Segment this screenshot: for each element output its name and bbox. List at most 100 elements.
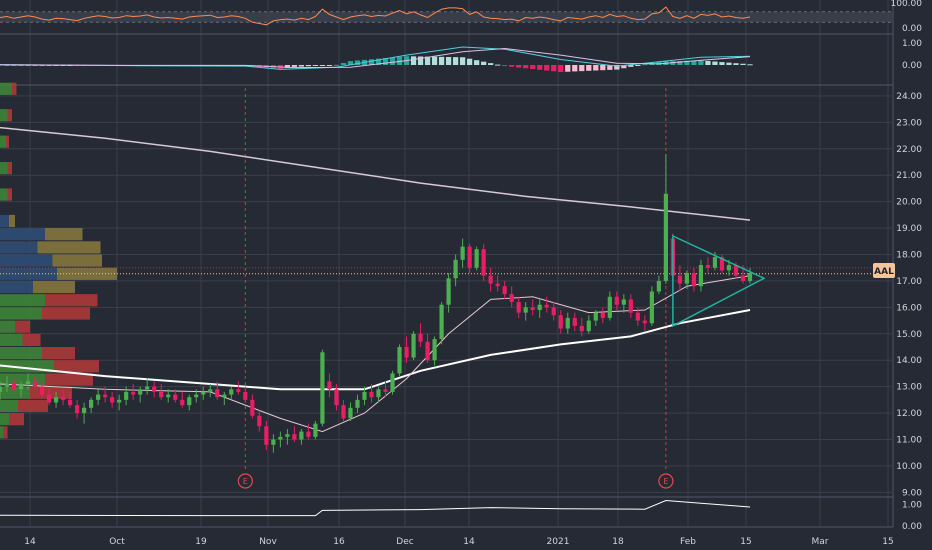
macd-histogram-bar xyxy=(642,64,648,66)
candle-body xyxy=(53,397,59,403)
candle-body xyxy=(4,384,10,387)
atr-panel[interactable] xyxy=(0,499,751,517)
macd-histogram-bar xyxy=(502,65,508,67)
macd-histogram-bar xyxy=(410,56,417,65)
candle-body xyxy=(516,302,521,313)
x-tick-label: 16 xyxy=(333,537,345,547)
macd-histogram-bar xyxy=(298,65,305,67)
rsi-tick-label: 0.00 xyxy=(902,24,922,34)
volume-profile-down xyxy=(7,162,12,175)
candle-body xyxy=(432,339,437,361)
candle-body xyxy=(243,391,248,400)
macd-histogram-bar xyxy=(705,60,711,65)
candle-body xyxy=(362,391,367,400)
macd-histogram-bar xyxy=(354,60,361,65)
candle-body xyxy=(313,423,318,437)
candle-body xyxy=(747,273,753,281)
candle-body xyxy=(656,280,661,292)
candle-body xyxy=(60,397,66,400)
x-tick-label: 15 xyxy=(882,537,893,547)
symbol-price-label-bg xyxy=(873,263,895,278)
macd-histogram-bar xyxy=(305,65,312,67)
volume-profile-down xyxy=(9,214,15,228)
volume-profile-down xyxy=(7,109,12,122)
candle-body xyxy=(187,397,192,406)
candle-body xyxy=(635,312,640,321)
axes: 24.00 23.00 22.00 21.00 20.00 19.00 18.00 17.00… xyxy=(24,0,922,547)
macd-histogram-bar xyxy=(579,65,585,72)
volume-profile-down xyxy=(15,320,30,333)
candle-body xyxy=(11,384,17,390)
candle-body xyxy=(446,278,451,305)
macd-histogram-bar xyxy=(333,64,340,66)
macd-histogram-bar xyxy=(691,60,697,65)
candle-body xyxy=(383,389,388,392)
macd-tick-label: 1.00 xyxy=(902,39,922,49)
candle-body xyxy=(229,389,234,395)
macd-histogram-bar xyxy=(621,65,627,69)
atr-tick-label: 1.00 xyxy=(902,500,922,510)
macd-histogram-bar xyxy=(474,60,480,65)
candle-body xyxy=(495,283,500,287)
macd-histogram-bar xyxy=(438,56,445,65)
candle-body xyxy=(166,394,171,398)
y-tick-label: 15.00 xyxy=(896,330,922,340)
symbol-price-label[interactable]: AAL xyxy=(874,267,894,277)
x-tick-label: 14 xyxy=(24,537,36,547)
rsi-panel[interactable] xyxy=(0,6,893,26)
volume-profile-down xyxy=(12,82,17,95)
macd-histogram-bar xyxy=(719,62,725,65)
candle-body xyxy=(537,304,542,310)
y-tick-label: 10.00 xyxy=(896,462,922,472)
volume-profile-up xyxy=(0,188,8,201)
macd-histogram-bar xyxy=(733,63,739,65)
macd-histogram-bar xyxy=(347,61,354,65)
candle-body xyxy=(705,265,711,268)
candle-body xyxy=(334,389,339,406)
y-tick-label: 24.00 xyxy=(896,92,922,102)
candle-body xyxy=(159,391,164,398)
candle-body xyxy=(39,386,45,395)
macd-histogram-bar xyxy=(656,61,662,65)
macd-histogram-bar xyxy=(593,65,599,71)
volume-profile-up xyxy=(0,294,45,307)
candle-body xyxy=(530,307,535,310)
macd-histogram-bar xyxy=(544,65,550,71)
macd-histogram-bar xyxy=(565,65,571,72)
candle-body xyxy=(89,399,94,408)
macd-panel[interactable] xyxy=(0,46,753,73)
candle-body xyxy=(376,389,381,398)
macd-histogram-bar xyxy=(312,65,319,66)
macd-histogram-bar xyxy=(431,56,438,65)
candle-body xyxy=(642,320,647,324)
macd-histogram-bar xyxy=(600,65,606,71)
candle-body xyxy=(614,296,619,305)
signal-line xyxy=(0,47,751,69)
candle-body xyxy=(145,386,150,390)
candle-body xyxy=(103,394,108,398)
macd-histogram-bar xyxy=(284,65,291,68)
candle-body xyxy=(684,273,690,284)
macd-histogram-bar xyxy=(607,65,613,70)
candle-body xyxy=(677,275,683,284)
macd-histogram-bar xyxy=(551,65,557,72)
candle-body xyxy=(586,320,591,332)
macd-histogram-bar xyxy=(375,58,382,65)
macd-histogram-bar xyxy=(389,57,396,65)
candle-body xyxy=(593,312,598,321)
y-tick-label: 13.00 xyxy=(896,383,922,393)
macd-histogram-bar xyxy=(516,65,522,68)
candle-body xyxy=(236,389,241,392)
candle-body xyxy=(110,397,115,403)
candle-body xyxy=(271,439,276,445)
candle-body xyxy=(418,333,423,342)
macd-histogram-bar xyxy=(396,56,403,65)
candle-body xyxy=(572,317,577,326)
x-tick-label: Nov xyxy=(259,537,277,547)
candle-body xyxy=(439,304,444,340)
macd-histogram-bar xyxy=(572,65,578,72)
candle-body xyxy=(698,265,704,287)
